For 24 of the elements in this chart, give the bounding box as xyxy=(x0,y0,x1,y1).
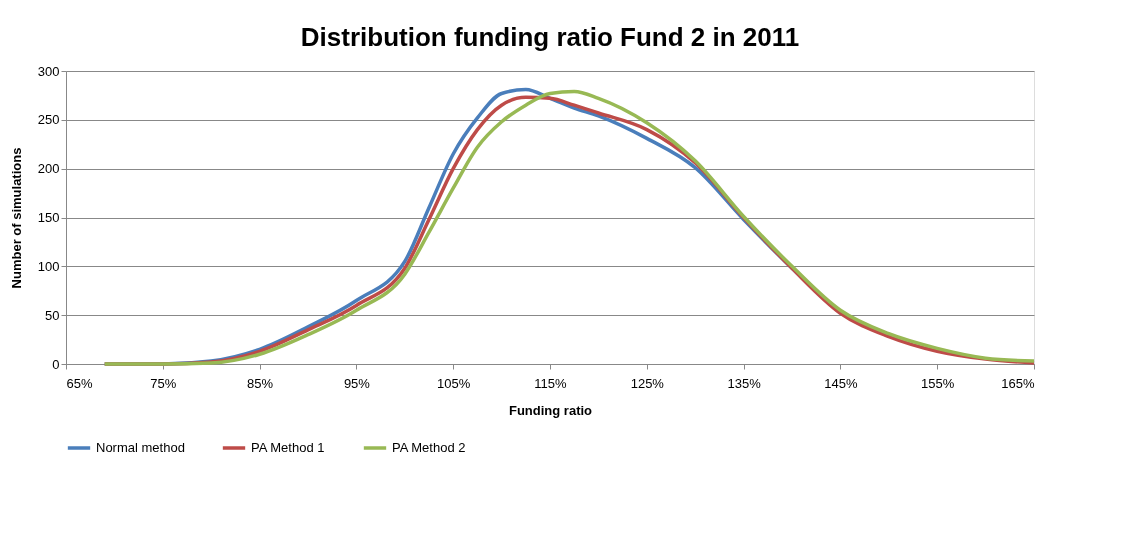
y-tick-label: 50 xyxy=(45,307,60,323)
y-tick-label: 100 xyxy=(37,258,60,274)
x-tick-label: 145% xyxy=(824,375,858,391)
legend-label: PA Method 1 xyxy=(251,440,325,455)
y-axis-title: Number of simulations xyxy=(8,147,24,289)
x-tick-label: 165% xyxy=(1001,375,1035,391)
x-tick-label: 65% xyxy=(66,375,93,391)
y-tick-label: 150 xyxy=(37,210,60,225)
x-tick-label: 75% xyxy=(150,375,177,391)
x-tick-label: 115% xyxy=(534,375,568,391)
y-tick-label: 250 xyxy=(37,112,60,128)
x-axis-title: Funding ratio xyxy=(508,402,593,418)
x-tick-label: 155% xyxy=(921,375,955,391)
x-tick-label: 125% xyxy=(630,375,665,391)
legend-label: Normal method xyxy=(96,440,185,455)
y-tick-label: 300 xyxy=(37,63,60,79)
x-tick-label: 85% xyxy=(247,375,274,391)
x-tick-label: 105% xyxy=(437,375,471,391)
x-tick-label: 95% xyxy=(343,375,371,391)
chart-title: Distribution funding ratio Fund 2 in 2011 xyxy=(300,22,800,52)
y-tick-label: 200 xyxy=(37,161,60,177)
x-tick-label: 135% xyxy=(727,375,762,391)
legend-label: PA Method 2 xyxy=(392,440,466,455)
y-tick-label: 0 xyxy=(52,356,60,372)
